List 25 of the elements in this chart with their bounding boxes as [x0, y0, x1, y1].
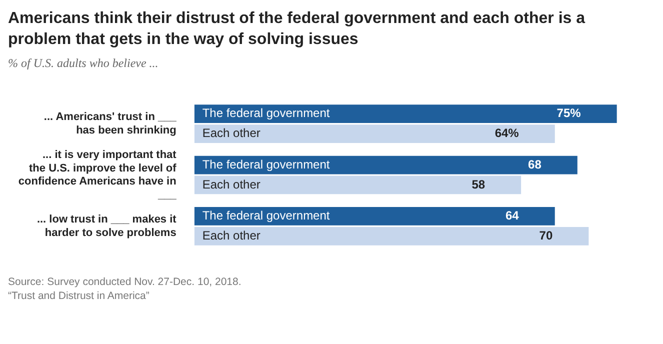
bar	[194, 227, 589, 246]
y-tick-label: ... it is very important that the U.S. improve the level of confidence Americans have in ___	[18, 149, 178, 201]
bar	[194, 156, 578, 174]
text: % of U.S. adults who believe ...	[8, 56, 160, 71]
bar	[194, 176, 522, 194]
text: Each other	[202, 126, 260, 140]
text: The federal government	[202, 208, 330, 223]
bar	[194, 104, 617, 123]
data-label: 64	[506, 208, 520, 223]
data-label: 64%	[494, 126, 520, 140]
bar	[194, 207, 555, 226]
text: The federal government	[202, 157, 330, 172]
series-label: Each other	[202, 177, 260, 192]
bar	[194, 124, 555, 143]
text: “Trust and Distrust in America”	[8, 289, 150, 303]
source-note: Source: Survey conducted Nov. 27-Dec. 10, 2018.	[8, 275, 242, 289]
data-label: 68	[528, 157, 542, 172]
text: Each other	[202, 228, 260, 242]
y-tick-label: ... low trust in ___ makes it harder to solve problems	[36, 214, 177, 239]
data-label: 70	[539, 228, 553, 242]
chart-title: Americans think their distrust of the federal government and each other is a problem that gets in the way of solving issues	[8, 9, 586, 50]
series-label: The federal government	[202, 106, 330, 120]
y-tick-label: ... Americans' trust in ___ has been shrinking	[44, 111, 178, 136]
data-label: 75%	[556, 106, 582, 120]
data-label: 58	[472, 177, 486, 192]
